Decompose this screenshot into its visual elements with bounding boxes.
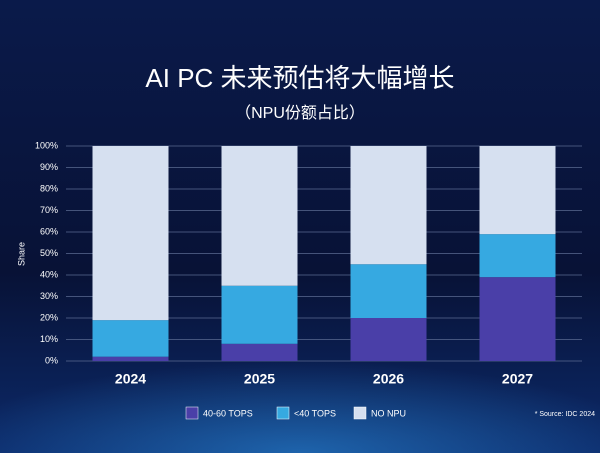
bar-segment (350, 146, 427, 265)
legend-label: NO NPU (371, 408, 406, 418)
bar-segment (92, 146, 169, 321)
bar-segment (350, 318, 427, 361)
chart-subtitle: （NPU份额占比） (235, 104, 365, 122)
bar-segment (479, 146, 556, 235)
x-tick-label: 2024 (115, 371, 146, 387)
y-tick-label: 0% (45, 355, 58, 365)
y-tick-label: 10% (40, 334, 58, 344)
x-tick-label: 2027 (502, 371, 533, 387)
legend-label: 40-60 TOPS (203, 408, 253, 418)
legend-label: <40 TOPS (294, 408, 336, 418)
bar-segment (92, 356, 169, 361)
legend-swatch (185, 406, 199, 420)
y-tick-label: 90% (40, 162, 58, 172)
y-tick-label: 80% (40, 183, 58, 193)
y-tick-label: 60% (40, 226, 58, 236)
bar-segment (221, 285, 298, 344)
chart-title: AI PC 未来预估将大幅增长 (145, 63, 454, 93)
bar-segment (479, 234, 556, 278)
y-tick-label: 70% (40, 205, 58, 215)
legend-swatch (353, 406, 367, 420)
y-tick-label: 100% (35, 140, 58, 150)
y-tick-label: 30% (40, 291, 58, 301)
y-tick-label: 40% (40, 269, 58, 279)
x-tick-label: 2026 (373, 371, 404, 387)
legend-swatch (276, 406, 290, 420)
bar-segment (92, 320, 169, 357)
bar-segment (221, 146, 298, 286)
y-tick-label: 50% (40, 248, 58, 258)
bar-segment (479, 277, 556, 361)
source-note: * Source: IDC 2024 (535, 411, 595, 418)
y-tick-label: 20% (40, 312, 58, 322)
x-tick-label: 2025 (244, 371, 275, 387)
bar-segment (350, 264, 427, 318)
y-axis-label: Share (16, 242, 26, 266)
bar-segment (221, 343, 298, 361)
